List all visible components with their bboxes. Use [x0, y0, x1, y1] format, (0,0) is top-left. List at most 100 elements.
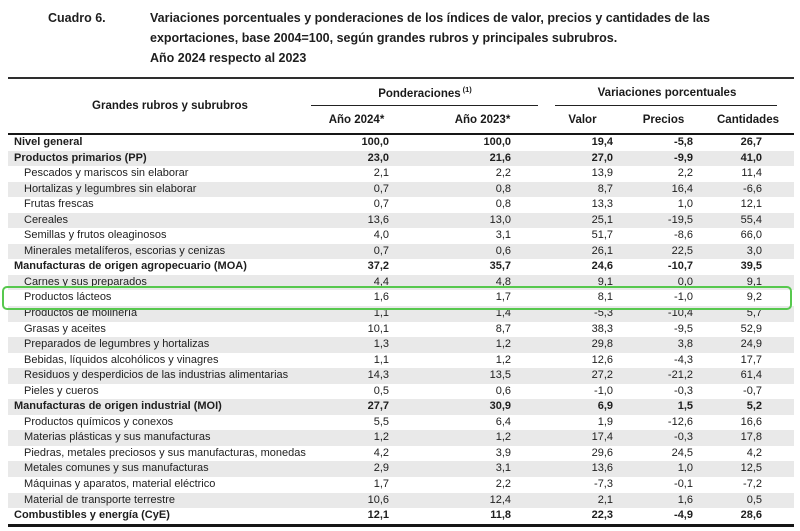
cell-value: 12,1: [367, 509, 389, 522]
cell-value: 30,9: [489, 400, 511, 413]
cell-value: 11,8: [490, 509, 511, 522]
cell-value: 1,7: [373, 478, 389, 490]
cell-value: 1,2: [495, 338, 511, 351]
table-row: Frutas frescas 0,7 0,8 13,3 1,0 12,1: [8, 197, 794, 213]
cell-value: -0,1: [674, 478, 693, 490]
cell-value: 29,8: [591, 338, 613, 351]
cell-value: 13,6: [591, 462, 613, 475]
cell-value: -9,5: [674, 322, 693, 335]
table-row: Preparados de legumbres y hortalizas 1,3 1…: [8, 337, 794, 353]
cell-value: 29,6: [591, 446, 613, 459]
row-label: Frutas frescas: [24, 198, 94, 211]
cell-value: 0,5: [746, 493, 762, 506]
table-row: Hortalizas y legumbres sin elaborar 0,7 0,…: [8, 181, 794, 198]
cell-value: 1,6: [373, 291, 389, 304]
cell-value: 12,5: [740, 462, 762, 475]
cell-value: 1,1: [373, 306, 389, 319]
cell-value: 27,2: [591, 369, 613, 382]
cell-value: 12,4: [489, 493, 511, 506]
cell-value: 12,6: [591, 353, 613, 366]
cell-value: 0,6: [495, 384, 511, 397]
cell-value: -5,8: [674, 136, 693, 148]
row-label: Productos de molinería: [24, 306, 138, 319]
cell-value: -8,6: [674, 229, 693, 242]
cell-value: 0,8: [495, 182, 511, 195]
group-header-ponderaciones-label: Ponderaciones: [378, 87, 461, 100]
cell-value: 35,7: [489, 260, 511, 273]
cell-value: 3,9: [495, 446, 511, 459]
row-label: Hortalizas y legumbres sin elaborar: [24, 182, 197, 195]
cell-value: 0,0: [677, 275, 693, 288]
table-row: Manufacturas de origen industrial (MOI) 2…: [8, 399, 794, 415]
cell-value: 2,2: [495, 167, 511, 180]
row-label: Residuos y desperdicios de las industria…: [24, 369, 289, 382]
table-title: Variaciones porcentuales y ponderaciones…: [150, 8, 780, 68]
cell-value: 26,1: [591, 244, 613, 257]
cell-value: 6,4: [495, 415, 511, 428]
cell-value: -7,2: [743, 478, 762, 490]
cell-value: 66,0: [740, 229, 762, 242]
table-number-label: Cuadro 6.: [48, 11, 106, 25]
cell-value: 16,4: [671, 182, 693, 195]
row-label: Pescados y mariscos sin elaborar: [24, 167, 189, 180]
table-row: Bebidas, líquidos alcohólicos y vinagres…: [8, 353, 794, 369]
cell-value: 24,5: [671, 446, 693, 459]
table-row: Productos lácteos 1,6 1,7 8,1 -1,0 9,2: [8, 290, 794, 306]
cell-value: 1,7: [495, 291, 511, 304]
cell-value: -1,0: [594, 384, 613, 397]
cell-value: -12,6: [667, 415, 693, 428]
cell-value: 9,2: [746, 291, 762, 304]
cell-value: 14,3: [367, 369, 389, 382]
table-row: Semillas y frutos oleaginosos 4,0 3,1 51,7 -…: [8, 228, 794, 244]
cell-value: 19,4: [591, 136, 613, 148]
column-header-cantidades: Cantidades: [717, 113, 779, 126]
group-header-ponderaciones: Ponderaciones (1): [310, 78, 540, 106]
table-caption: Cuadro 6. Variaciones porcentuales y pon…: [0, 0, 800, 68]
cell-value: 0,5: [373, 384, 389, 397]
cell-value: 52,9: [740, 322, 762, 335]
table-title-line-2: exportaciones, base 2004=100, según gran…: [150, 31, 618, 45]
cell-value: 1,2: [495, 431, 511, 444]
cell-value: -7,3: [594, 478, 613, 490]
cell-value: 39,5: [740, 260, 762, 273]
cell-value: 4,4: [373, 275, 389, 288]
row-label: Manufacturas de origen industrial (MOI): [14, 400, 222, 413]
row-label: Productos primarios (PP): [14, 151, 147, 164]
cell-value: 5,5: [373, 415, 389, 428]
row-label: Cereales: [24, 213, 69, 226]
cell-value: -10,7: [667, 260, 693, 273]
cell-value: 13,3: [591, 198, 613, 211]
group-header-variaciones: Variaciones porcentuales: [540, 78, 794, 106]
table-row: Metales comunes y sus manufacturas 2,9 3,1…: [8, 461, 794, 477]
cell-value: 22,3: [591, 509, 613, 522]
row-label: Grasas y aceites: [24, 322, 106, 335]
column-header-grandes-rubros: Grandes rubros y subrubros: [92, 100, 248, 112]
cell-value: -0,3: [674, 431, 693, 444]
cell-value: 17,8: [740, 431, 762, 444]
cell-value: 9,1: [597, 275, 613, 288]
cell-value: 0,8: [495, 198, 511, 211]
table-title-line-1: Variaciones porcentuales y ponderaciones…: [150, 11, 710, 25]
cell-value: 22,5: [671, 244, 693, 257]
table-row: Pieles y cueros 0,5 0,6 -1,0 -0,3 -0,7: [8, 384, 794, 400]
row-label: Bebidas, líquidos alcohólicos y vinagres: [24, 353, 219, 366]
cell-value: 4,2: [746, 446, 762, 459]
row-label: Preparados de legumbres y hortalizas: [24, 338, 210, 351]
cell-value: 37,2: [367, 260, 389, 273]
cell-value: 1,2: [373, 431, 389, 444]
cell-value: -4,9: [674, 509, 693, 522]
cell-value: 8,7: [597, 182, 613, 195]
cell-value: 5,7: [746, 306, 762, 319]
row-label: Carnes y sus preparados: [24, 275, 147, 288]
cell-value: 38,3: [591, 322, 613, 335]
table-row: Cereales 13,6 13,0 25,1 -19,5 55,4: [8, 212, 794, 229]
cell-value: 3,1: [495, 462, 511, 475]
cell-value: 11,4: [741, 167, 762, 180]
cell-value: 2,2: [495, 478, 511, 490]
cell-value: 100,0: [361, 136, 389, 148]
cell-value: 3,1: [495, 229, 511, 242]
row-label: Material de transporte terrestre: [24, 493, 176, 506]
cell-value: -19,5: [667, 213, 693, 226]
row-label: Materias plásticas y sus manufacturas: [24, 431, 211, 444]
column-header-ano-2024: Año 2024*: [328, 113, 385, 126]
